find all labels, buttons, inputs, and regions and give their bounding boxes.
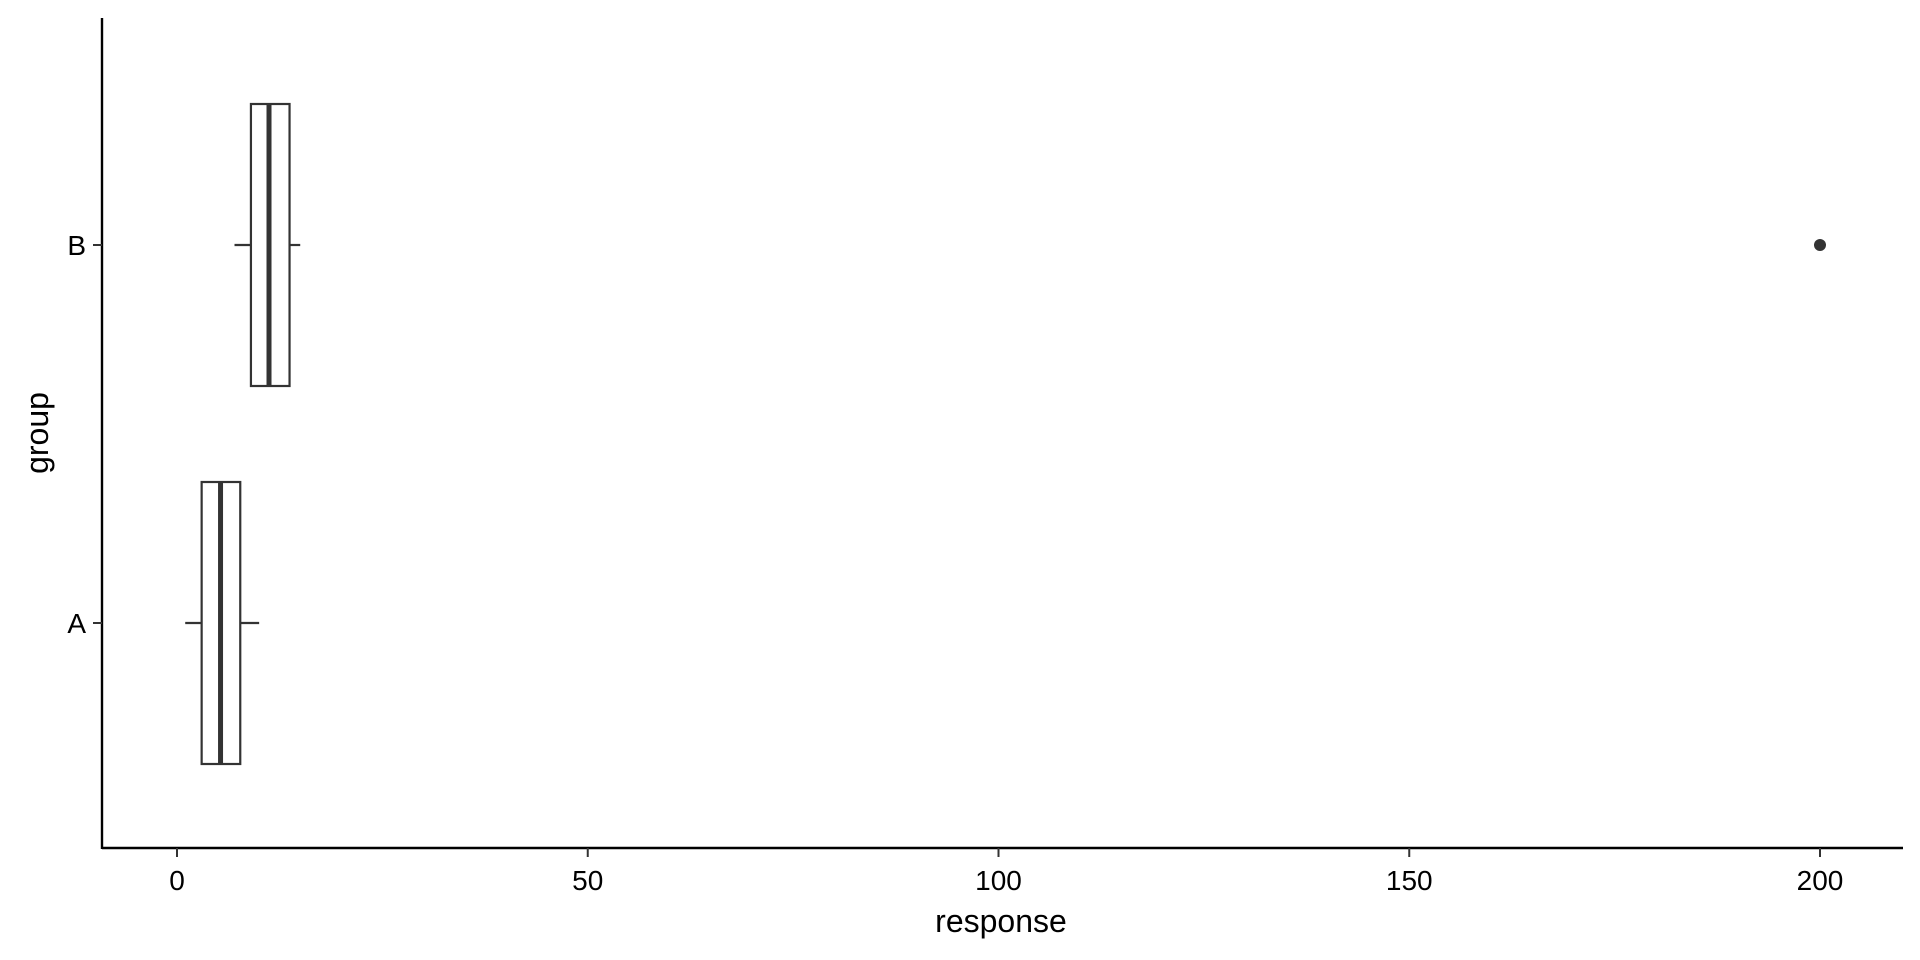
box-group-a [185,480,260,766]
y-axis: AB [67,18,104,849]
plot-area [185,102,1826,766]
y-axis-title: group [19,392,55,474]
y-tick-label: B [67,230,86,261]
x-tick-label: 100 [975,865,1022,896]
x-tick-label: 200 [1797,865,1844,896]
y-tick-label: A [67,608,86,639]
x-axis-title: response [935,903,1067,939]
x-tick-label: 50 [572,865,603,896]
x-tick-label: 150 [1386,865,1433,896]
outlier-point [1814,239,1826,251]
x-tick-label: 0 [169,865,185,896]
x-axis: 0 50 100 150 200 [102,846,1903,896]
box-group-b [234,102,1826,388]
